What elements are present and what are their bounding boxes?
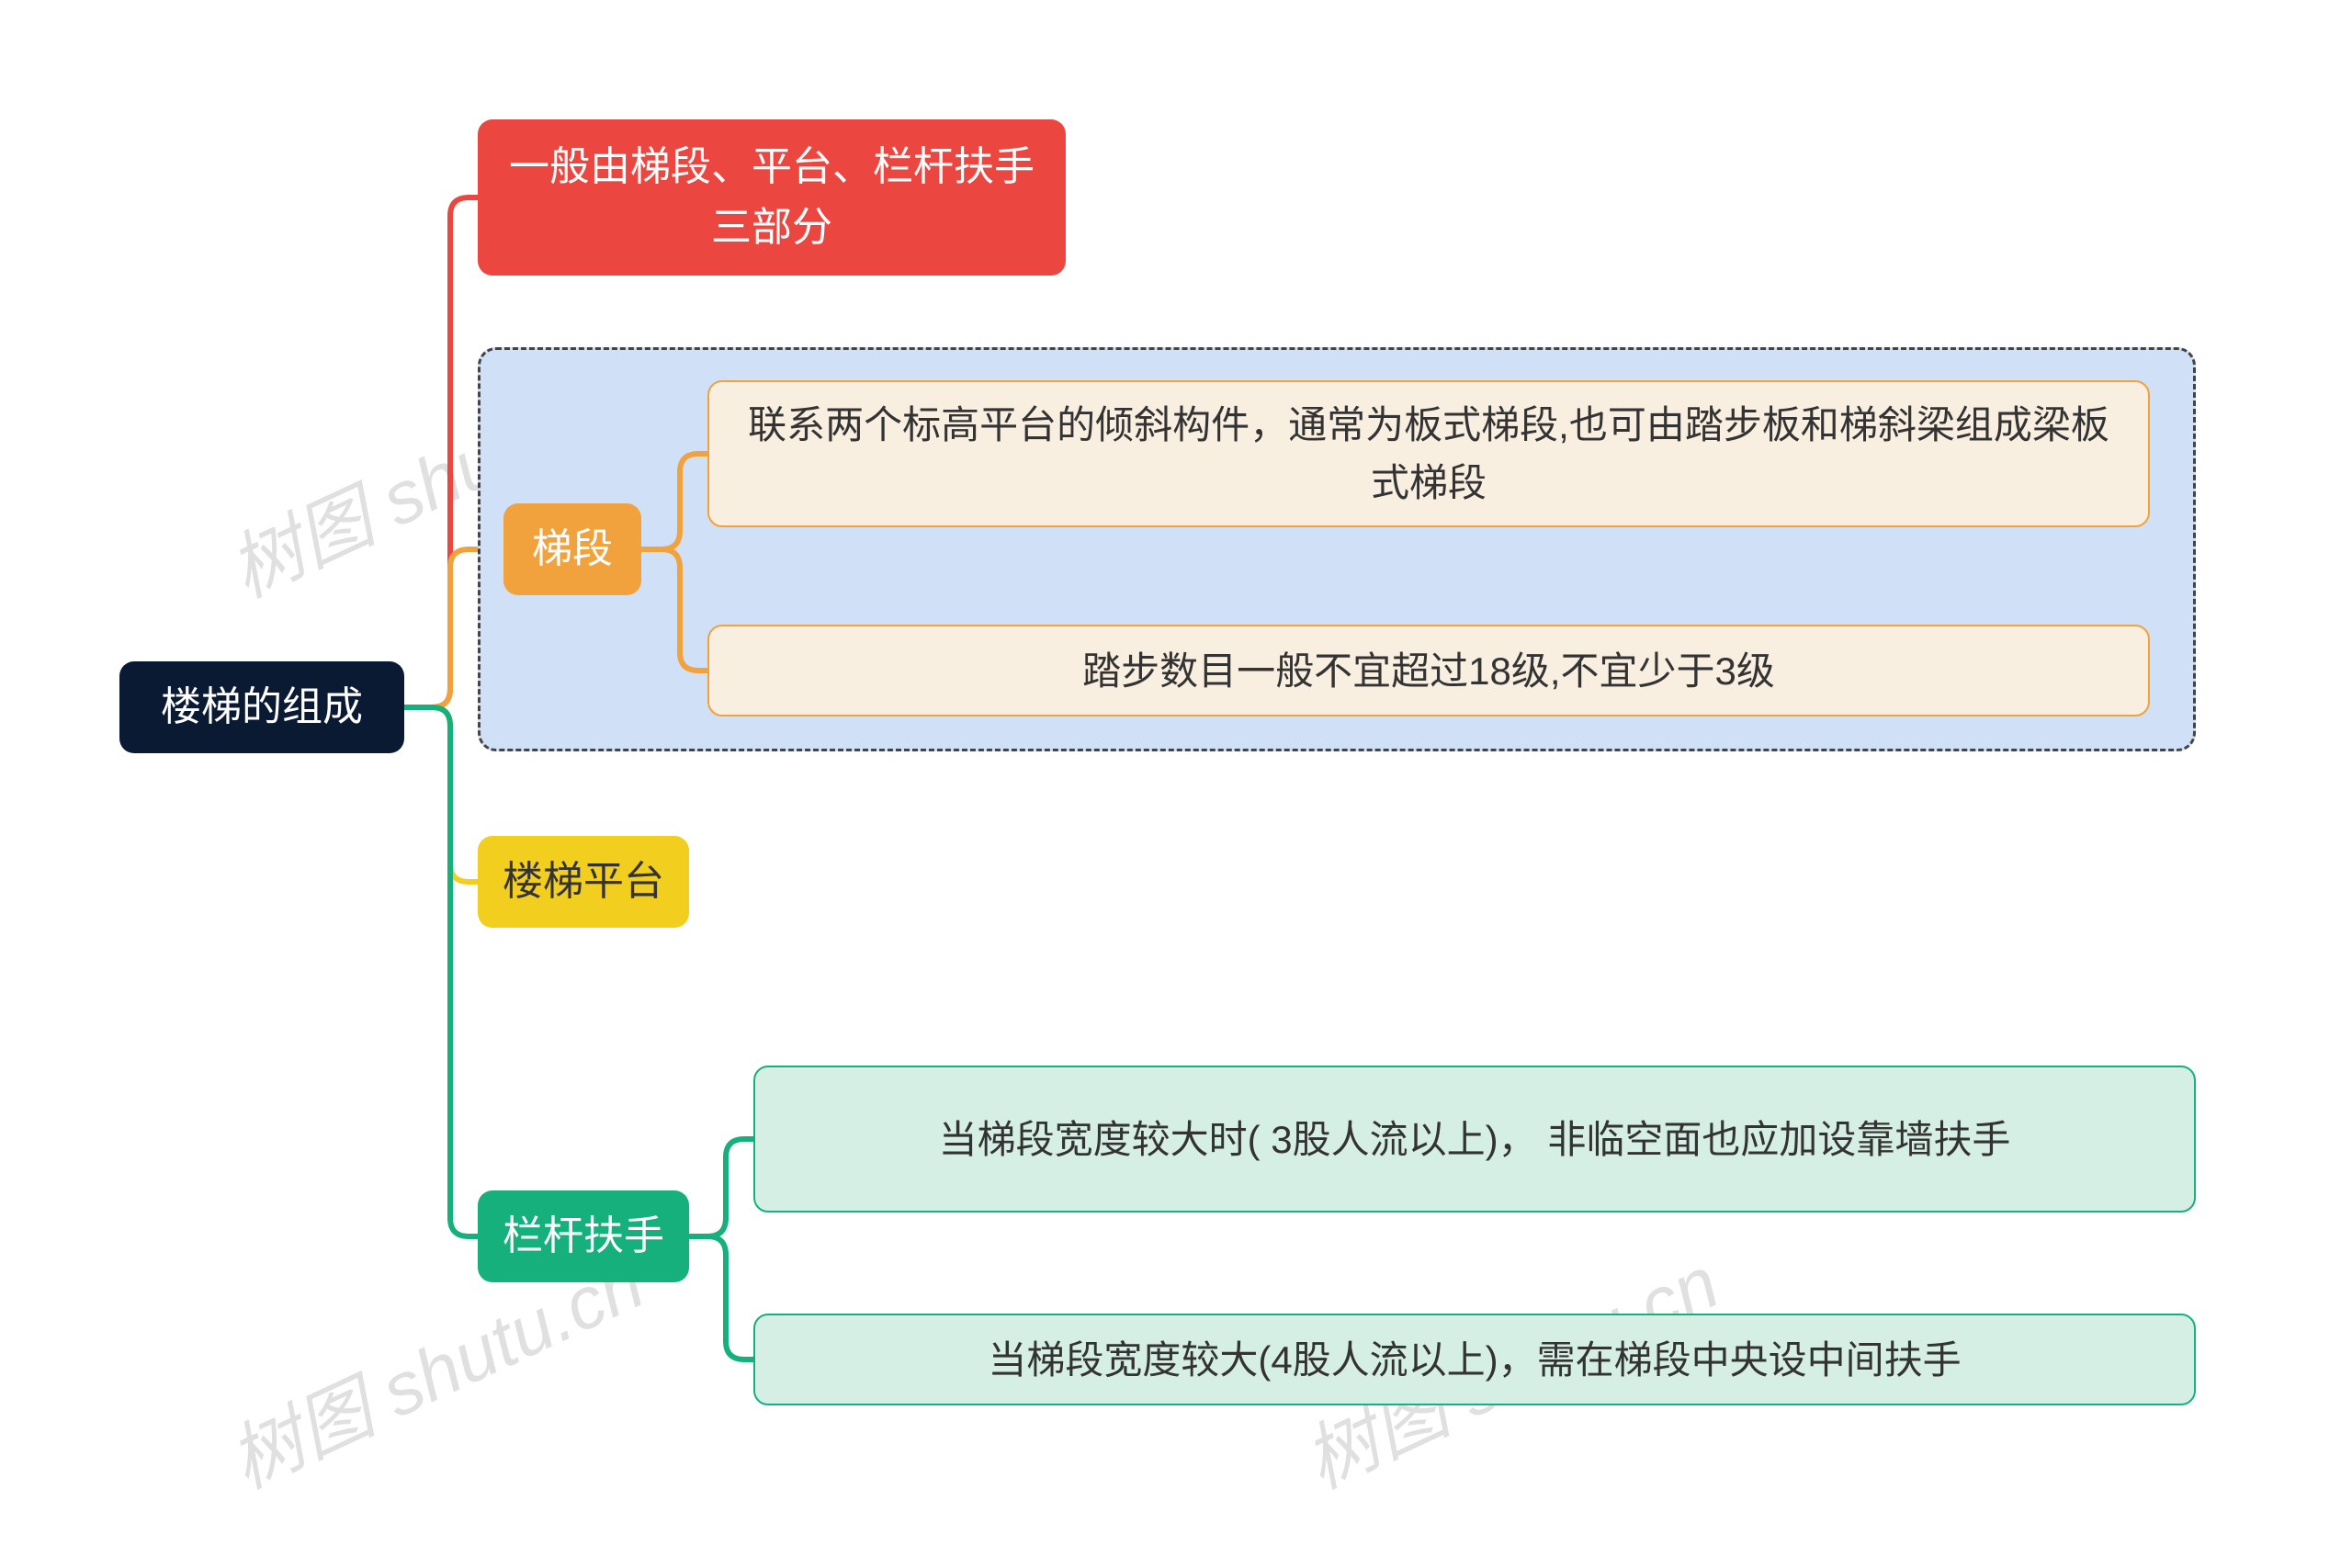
mindmap-canvas: 树图 shutu.cn 树图 shutu.cn 树图 shutu.cn 树图 s… bbox=[0, 0, 2352, 1568]
child-node-tiduan[interactable]: 梯段 bbox=[503, 503, 641, 595]
node-label: 联系两个标高平台的倾斜构件，通常为板式梯段,也可由踏步板和梯斜梁组成梁板式梯段 bbox=[733, 396, 2124, 512]
leaf-node-tiduan-desc2[interactable]: 踏步数目一般不宜超过18级,不宜少于3级 bbox=[707, 625, 2150, 716]
node-label: 梯段 bbox=[532, 519, 613, 580]
root-node[interactable]: 楼梯的组成 bbox=[119, 661, 404, 753]
node-label: 楼梯平台 bbox=[503, 852, 664, 912]
child-node-intro[interactable]: 一般由梯段、平台、栏杆扶手三部分 bbox=[478, 119, 1066, 276]
leaf-node-langan-desc2[interactable]: 当梯段宽度较大(4股人流以上)，需在梯段中央设中间扶手 bbox=[753, 1314, 2196, 1405]
child-node-langan[interactable]: 栏杆扶手 bbox=[478, 1190, 689, 1282]
root-label: 楼梯的组成 bbox=[161, 677, 363, 738]
node-label: 当梯段宽度较大时( 3股人流以上)， 非临空面也应加设靠墙扶手 bbox=[939, 1111, 2011, 1168]
node-label: 一般由梯段、平台、栏杆扶手三部分 bbox=[502, 137, 1042, 258]
leaf-node-langan-desc1[interactable]: 当梯段宽度较大时( 3股人流以上)， 非临空面也应加设靠墙扶手 bbox=[753, 1066, 2196, 1213]
node-label: 踏步数目一般不宜超过18级,不宜少于3级 bbox=[1082, 642, 1775, 700]
child-node-pingtai[interactable]: 楼梯平台 bbox=[478, 836, 689, 928]
leaf-node-tiduan-desc1[interactable]: 联系两个标高平台的倾斜构件，通常为板式梯段,也可由踏步板和梯斜梁组成梁板式梯段 bbox=[707, 380, 2150, 527]
node-label: 当梯段宽度较大(4股人流以上)，需在梯段中央设中间扶手 bbox=[988, 1331, 1961, 1389]
node-label: 栏杆扶手 bbox=[503, 1206, 664, 1267]
